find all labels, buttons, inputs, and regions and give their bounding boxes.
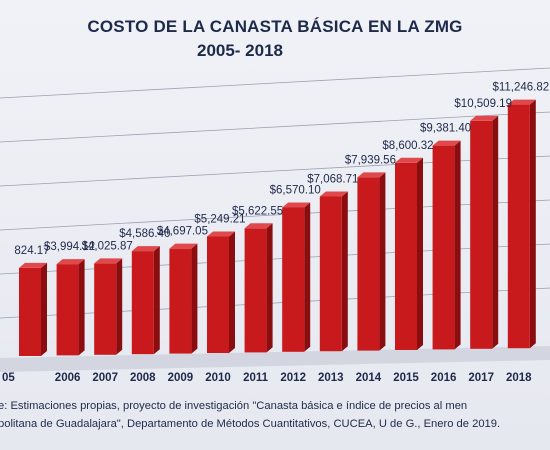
data-label: $5,622.55 [232,205,283,217]
chart-title: COSTO DE LA CANASTA BÁSICA EN LA ZMG [87,17,463,36]
bar-top [244,223,273,229]
x-tick-label: 2018 [506,372,532,384]
bar-side [492,115,499,349]
x-tick-label: 2009 [168,372,194,384]
data-label: $7,068.71 [307,173,358,185]
data-label: $7,939.56 [345,154,396,166]
x-tick-label: 2008 [130,372,156,384]
bar-top [357,172,386,178]
chart-floor [0,346,550,372]
bar-top [319,191,348,197]
x-tick-label: 2013 [318,372,344,384]
data-label: $10,509.19 [454,98,512,110]
bar [131,251,154,355]
bar-top [19,262,47,268]
bar [357,177,380,351]
bar-side [304,202,311,352]
data-label: $11,246.82 [492,82,549,94]
bar [169,248,192,354]
chart-subtitle: 2005- 2018 [196,41,284,60]
bars [19,99,536,356]
bar [19,267,41,356]
source-note: e: Estimaciones propias, proyecto de inv… [0,397,550,433]
bar [244,228,267,353]
bar [470,120,493,349]
x-tick-label: 2012 [280,372,306,384]
data-label: 824.17 [14,245,49,257]
bar [94,263,117,355]
x-tick-label: 2007 [92,372,118,384]
bar [282,207,305,352]
data-label: $4,697.05 [157,226,208,238]
bar-top [432,140,461,146]
bar-top [56,259,85,265]
x-tick-label: 2016 [431,372,457,384]
bar-side [341,191,348,352]
bar [207,236,229,353]
bar-top [395,157,423,163]
data-label: $4,586.40 [119,228,170,240]
bar-top [207,231,235,237]
source-line-1: e: Estimaciones propias, proyecto de inv… [0,400,468,412]
bar-top [169,243,198,249]
bar-side [191,243,198,354]
x-tick-label: 2006 [55,372,81,384]
data-label: $8,600.32 [382,140,433,152]
grid-line [0,111,550,143]
source-line-2: politana de Guadalajara", Departamento d… [0,418,501,430]
bar [432,145,455,350]
bar-side [266,223,273,353]
x-tick-label: 2017 [468,372,494,384]
bar-top [470,115,499,121]
bar-side [153,246,160,355]
x-tick-label: 2014 [356,372,382,384]
x-tick-label: 2010 [205,372,231,384]
x-tick-label: 05 [2,372,15,384]
bar [319,196,342,352]
x-tick-label: 2015 [393,372,419,384]
bar-side [41,262,47,356]
bar [56,264,79,356]
bar-top [131,246,160,252]
bar-top [507,99,536,105]
grid-line [0,155,550,187]
data-label: $5,249.21 [194,214,245,226]
data-label: $6,570.10 [270,184,321,196]
grid-line [0,67,550,99]
data-label: $4,025.87 [82,240,133,252]
bar [395,162,417,350]
x-axis-labels: 05 2006 2007 2008 2009 2010 2011 2012 2013 2014 20… [2,372,532,384]
data-label: $9,381.40 [420,123,471,135]
bar-side [116,258,123,355]
bar-side [229,231,235,353]
bar-side [379,172,386,351]
x-tick-label: 2011 [243,372,269,384]
data-label: $3,994.12 [44,241,95,253]
bar [507,104,530,349]
bar-side [417,157,423,350]
bar-side [78,259,85,356]
bar-top [282,202,311,208]
bar-side [529,99,536,349]
data-labels: 824.17$3,994.12$4,025.87$4,586.40$4,697.… [14,82,549,257]
bar-side [454,140,461,350]
bar-top [94,258,123,264]
